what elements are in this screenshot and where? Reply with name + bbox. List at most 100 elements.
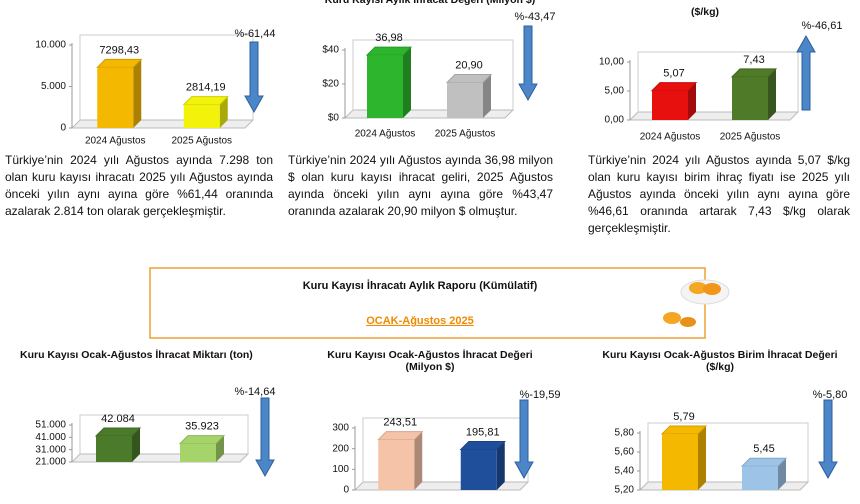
y-tick-label: $20	[322, 79, 339, 90]
bar	[460, 449, 497, 490]
annotation: %-5,80	[813, 389, 848, 401]
bar-side	[778, 458, 786, 490]
x-tick-label: 2024 Ağustos	[355, 129, 416, 140]
y-tick-label: 5.000	[41, 81, 66, 92]
back-wall	[637, 51, 799, 112]
bar	[742, 466, 778, 490]
y-tick-label: 0	[60, 123, 66, 134]
banner-subtitle: OCAK-Ağustos 2025	[366, 315, 474, 327]
bar-top	[459, 441, 506, 451]
bar-side	[483, 74, 491, 118]
bar	[652, 90, 688, 120]
bar-top	[377, 431, 424, 441]
chart-title: Kuru Kayısı Ocak-Ağustos Birim İhracat D…	[602, 349, 838, 373]
y-tick-label: 10,00	[599, 57, 624, 68]
y-tick-label: 200	[332, 443, 349, 454]
bar-side	[403, 47, 411, 118]
value-label: 195,81	[466, 426, 500, 438]
value-label: 5,45	[753, 443, 774, 455]
y-tick-label: 0,00	[605, 115, 625, 126]
bar-top	[182, 96, 229, 106]
x-tick-label: 2024 Ağustos	[85, 136, 146, 147]
bar-top	[660, 425, 708, 435]
bar	[96, 435, 132, 462]
bar	[378, 439, 415, 490]
y-tick-label: 5,00	[605, 86, 625, 97]
y-tick-label: $0	[328, 113, 340, 124]
annotation: %-46,61	[802, 20, 843, 32]
y-tick-label: 31.000	[35, 444, 66, 455]
value-label: 5,07	[663, 68, 684, 80]
bar	[662, 433, 698, 490]
y-tick-label: 300	[332, 423, 349, 434]
bar-side	[688, 82, 696, 120]
bar-side	[219, 96, 228, 128]
x-tick-label: 2025 Ağustos	[720, 132, 781, 143]
bar	[732, 76, 768, 120]
banner-box	[149, 267, 706, 339]
annotation: %-19,59	[520, 389, 561, 401]
bar	[367, 55, 403, 118]
back-wall	[79, 414, 249, 454]
apricot-icon	[663, 279, 730, 327]
y-tick-label: 100	[332, 464, 349, 475]
value-label: 5,79	[673, 411, 694, 423]
arrow	[796, 34, 816, 111]
y-tick-label: 10.000	[35, 40, 66, 51]
chart-title: Kuru Kayısı Ocak-Ağustos İhracat Miktarı…	[20, 349, 253, 361]
arrow	[514, 399, 534, 480]
bar	[447, 82, 483, 118]
bar	[180, 443, 216, 462]
back-wall	[647, 422, 809, 482]
y-tick-label: 5,60	[615, 447, 635, 458]
bar-side	[414, 431, 423, 490]
bar-top	[94, 427, 142, 437]
value-label: 35.923	[185, 421, 219, 433]
arrow	[518, 25, 538, 102]
value-label: 20,90	[455, 59, 483, 71]
bar-top	[96, 58, 143, 68]
bar-side	[132, 427, 140, 462]
value-label: 42.084	[101, 413, 135, 425]
bar-top	[740, 457, 788, 467]
y-tick-label: 21.000	[35, 457, 66, 468]
x-tick-label: 2025 Ağustos	[171, 136, 232, 147]
y-tick-label: 5,80	[615, 428, 635, 439]
banner-title: Kuru Kayısı İhracatı Aylık Raporu (Kümül…	[303, 279, 538, 292]
chart-title: Kuru Kayısı Aylık İhracat Değeri (Milyon…	[324, 0, 536, 6]
annotation: %-61,44	[235, 28, 276, 40]
bar-side	[698, 425, 706, 490]
value-label: 7298,43	[99, 44, 139, 56]
arrow	[818, 399, 838, 480]
bar-top	[365, 46, 413, 56]
value-label: 7,43	[743, 54, 764, 66]
value-label: 36,98	[375, 32, 403, 44]
paragraph: Türkiye’nin 2024 yılı Ağustos ayında 7.2…	[5, 153, 273, 218]
paragraph: Türkiye’nin 2024 yılı Ağustos ayında 36,…	[288, 153, 553, 218]
x-tick-label: 2024 Ağustos	[640, 132, 701, 143]
value-label: 2814,19	[186, 82, 226, 94]
x-tick-label: 2025 Ağustos	[435, 129, 496, 140]
arrow	[244, 41, 264, 114]
bar-side	[768, 68, 776, 120]
bar-side	[496, 441, 505, 490]
annotation: %-43,47	[515, 11, 556, 23]
chart-title: ($/kg)	[690, 6, 719, 18]
y-tick-label: 51.000	[35, 420, 66, 431]
y-tick-label: $40	[322, 45, 339, 56]
bar-top	[178, 435, 226, 445]
back-wall	[352, 39, 514, 110]
bar-top	[730, 68, 778, 78]
bar	[183, 104, 220, 128]
value-label: 243,51	[383, 417, 417, 429]
y-tick-label: 5,40	[615, 466, 635, 477]
annotation: %-14,64	[235, 386, 276, 398]
y-tick-label: 5,20	[615, 485, 635, 496]
bar-side	[133, 59, 142, 128]
y-tick-label: 0	[343, 485, 349, 496]
bar-top	[445, 73, 493, 83]
chart-title: Kuru Kayısı Ocak-Ağustos İhracat Değeri …	[327, 349, 533, 373]
arrow	[255, 397, 275, 478]
